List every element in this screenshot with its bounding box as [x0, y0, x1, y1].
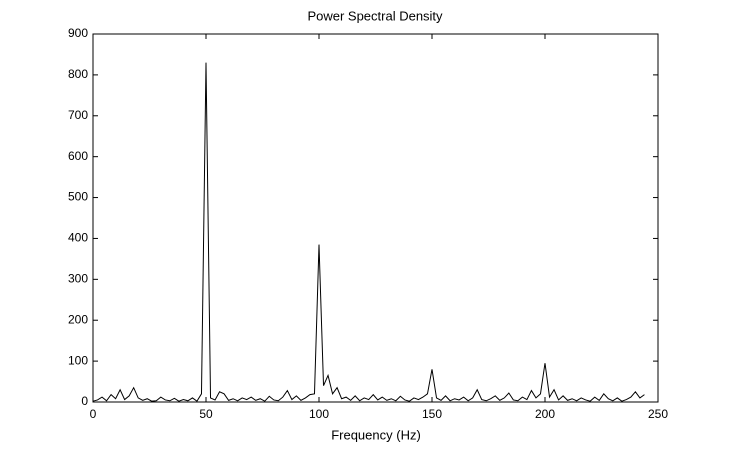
y-tick-label: 900 [68, 26, 88, 40]
y-tick-label: 600 [68, 149, 88, 163]
y-tick-label: 400 [68, 231, 88, 245]
x-tick-label: 150 [422, 407, 442, 421]
y-tick-label: 800 [68, 67, 88, 81]
x-tick-label: 100 [309, 407, 329, 421]
y-tick-label: 0 [81, 394, 88, 408]
y-tick-label: 100 [68, 353, 88, 367]
x-tick-label: 250 [648, 407, 668, 421]
chart-title: Power Spectral Density [307, 8, 443, 23]
y-tick-label: 700 [68, 108, 88, 122]
line-series [92, 62, 645, 402]
y-tick-label: 500 [68, 190, 88, 204]
y-tick-label: 200 [68, 312, 88, 326]
x-tick-label: 200 [535, 407, 555, 421]
x-tick-label: 0 [90, 407, 97, 421]
x-tick-label: 50 [199, 407, 213, 421]
x-axis-label: Frequency (Hz) [331, 427, 421, 442]
plot-frame [92, 33, 659, 403]
y-tick-label: 300 [68, 272, 88, 286]
